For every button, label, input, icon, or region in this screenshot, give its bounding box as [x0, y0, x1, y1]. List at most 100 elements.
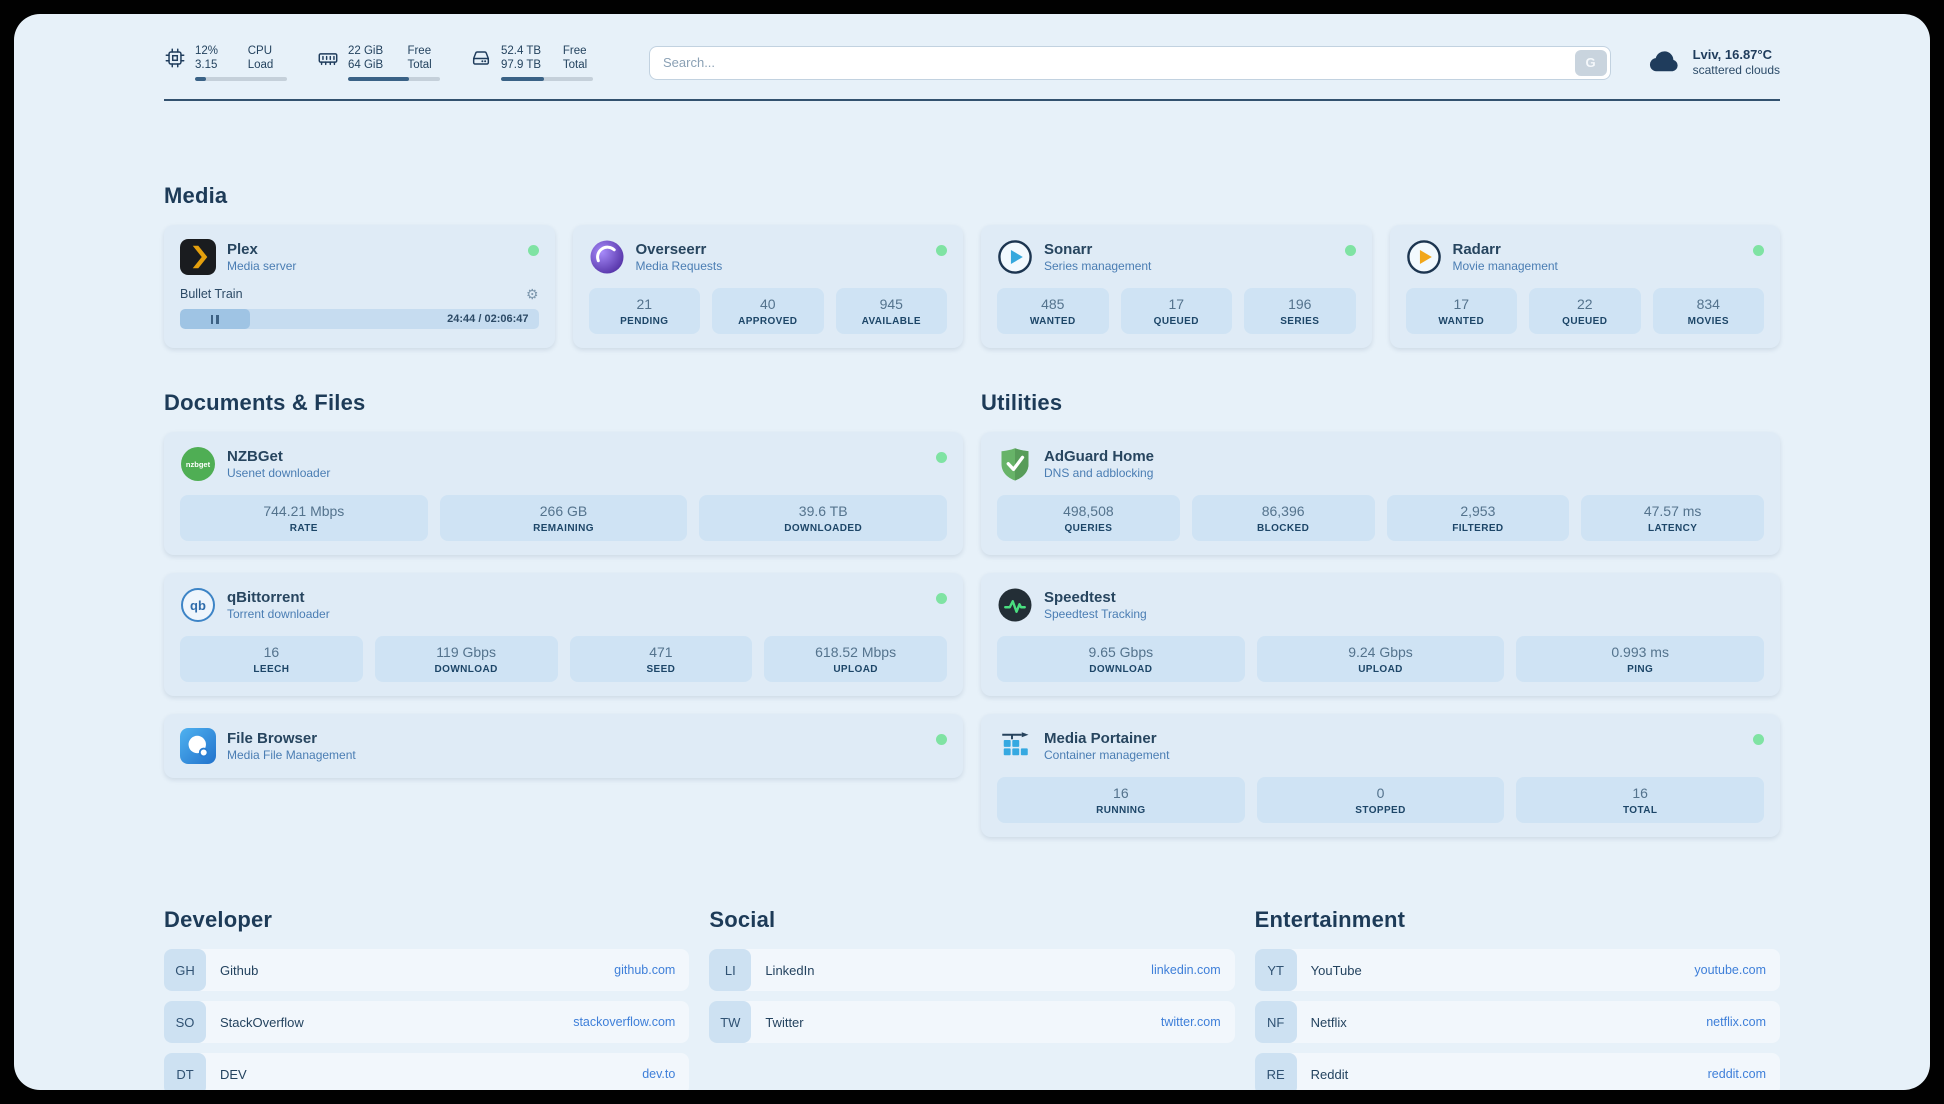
stat-tile: 40 APPROVED — [712, 288, 824, 334]
disk-free-label: Free — [562, 45, 587, 57]
bookmark-link[interactable]: reddit.com — [1707, 1067, 1766, 1081]
stat-value: 834 — [1696, 296, 1720, 312]
stat-value: 618.52 Mbps — [815, 644, 897, 660]
service-name[interactable]: Sonarr — [1044, 241, 1093, 258]
stat-tile: 618.52 Mbps UPLOAD — [764, 636, 947, 682]
social-bookmarks: LI LinkedIn linkedin.com TW Twitter twit… — [709, 949, 1235, 1053]
stat-value: 0.993 ms — [1611, 644, 1669, 660]
stat-tile: 16 TOTAL — [1516, 777, 1765, 823]
stat-value: 119 Gbps — [436, 644, 496, 660]
entertainment-bookmarks: YT YouTube youtube.com NF Netflix netfli… — [1254, 949, 1780, 1090]
search-provider-button[interactable]: G — [1574, 49, 1607, 76]
service-card-filebrowser[interactable]: File Browser Media File Management — [164, 714, 963, 778]
playback-progress-bar[interactable]: 24:44 / 02:06:47 — [180, 309, 539, 329]
service-name[interactable]: Plex — [227, 241, 258, 258]
service-name[interactable]: Radarr — [1452, 241, 1501, 258]
stats-row: 16 RUNNING 0 STOPPED 16 TOTAL — [997, 777, 1765, 823]
stat-tile: 744.21 Mbps RATE — [180, 495, 428, 541]
search-input[interactable] — [649, 45, 1611, 80]
stat-label: UPLOAD — [833, 664, 878, 675]
card-header: Speedtest Speedtest Tracking — [997, 587, 1764, 623]
service-name[interactable]: Overseerr — [635, 241, 707, 258]
two-column-area: nzbget NZBGet Usenet downloader 744.21 M… — [164, 432, 1780, 837]
bookmark-stackoverflow[interactable]: SO StackOverflow stackoverflow.com — [164, 1001, 690, 1043]
service-subtitle: Torrent downloader — [227, 607, 330, 621]
card-header: Plex Media server — [180, 239, 539, 275]
bookmark-link[interactable]: netflix.com — [1706, 1015, 1766, 1029]
playback-progress-fill — [180, 309, 250, 329]
card-header: Sonarr Series management — [997, 239, 1356, 275]
bookmark-link[interactable]: github.com — [614, 963, 676, 977]
bookmark-youtube[interactable]: YT YouTube youtube.com — [1254, 949, 1780, 991]
bookmark-link[interactable]: linkedin.com — [1151, 963, 1221, 977]
stat-value: 9.65 Gbps — [1088, 644, 1154, 660]
service-subtitle: Movie management — [1452, 259, 1558, 273]
service-card-speedtest[interactable]: Speedtest Speedtest Tracking 9.65 Gbps D… — [981, 573, 1780, 696]
disk-progress-fill — [501, 77, 545, 81]
bookmark-abbr: GH — [164, 949, 206, 991]
bookmark-github[interactable]: GH Github github.com — [164, 949, 690, 991]
bookmark-dev[interactable]: DT DEV dev.to — [164, 1053, 690, 1090]
search: G — [649, 45, 1611, 80]
disk-total-value: 97.9 TB — [501, 59, 542, 71]
bookmark-link[interactable]: dev.to — [642, 1067, 676, 1081]
topbar: 12% CPU 3.15 Load 22 GiB Free 64 G — [164, 44, 1780, 81]
service-card-radarr[interactable]: Radarr Movie management 17 WANTED 22 QUE… — [1389, 225, 1780, 348]
bookmark-link[interactable]: stackoverflow.com — [573, 1015, 676, 1029]
disk-progress-bar — [501, 77, 593, 81]
card-header: Radarr Movie management — [1406, 239, 1764, 275]
nzbget-icon: nzbget — [180, 446, 216, 482]
stat-tile: 834 MOVIES — [1652, 288, 1764, 334]
stat-tile: 17 WANTED — [1405, 288, 1517, 334]
service-name[interactable]: Speedtest — [1044, 589, 1116, 606]
bookmark-name: Twitter — [765, 1014, 804, 1030]
stat-value: 86,396 — [1261, 503, 1305, 519]
service-name[interactable]: qBittorrent — [227, 589, 305, 606]
stat-label: QUERIES — [1064, 523, 1113, 534]
bookmark-linkedin[interactable]: LI LinkedIn linkedin.com — [709, 949, 1235, 991]
service-card-overseerr[interactable]: Overseerr Media Requests 21 PENDING 40 A… — [572, 225, 963, 348]
portainer-icon — [997, 728, 1033, 764]
service-card-adguard[interactable]: AdGuard Home DNS and adblocking 498,508 … — [981, 432, 1780, 555]
service-card-nzbget[interactable]: nzbget NZBGet Usenet downloader 744.21 M… — [164, 432, 963, 555]
bookmark-reddit[interactable]: RE Reddit reddit.com — [1254, 1053, 1780, 1090]
stat-value: 22 — [1576, 296, 1593, 312]
bookmark-link[interactable]: twitter.com — [1160, 1015, 1221, 1029]
stat-value: 47.57 ms — [1643, 503, 1702, 519]
stats-row: 9.65 Gbps DOWNLOAD 9.24 Gbps UPLOAD 0.99… — [997, 636, 1765, 682]
status-dot — [1344, 245, 1356, 256]
weather-condition: scattered clouds — [1692, 63, 1780, 77]
bookmark-name: LinkedIn — [765, 962, 815, 978]
qbittorrent-icon: qb — [180, 587, 216, 623]
service-name[interactable]: Media Portainer — [1044, 730, 1157, 747]
service-name[interactable]: File Browser — [227, 730, 318, 747]
stat-value: 2,953 — [1460, 503, 1496, 519]
bookmark-link[interactable]: youtube.com — [1694, 963, 1766, 977]
bookmark-abbr: DT — [164, 1053, 206, 1090]
bookmark-twitter[interactable]: TW Twitter twitter.com — [709, 1001, 1235, 1043]
card-header: qb qBittorrent Torrent downloader — [180, 587, 947, 623]
ram-total-label: Total — [407, 59, 432, 71]
service-card-qbittorrent[interactable]: qb qBittorrent Torrent downloader 16 LEE… — [164, 573, 963, 696]
service-card-sonarr[interactable]: Sonarr Series management 485 WANTED 17 Q… — [981, 225, 1372, 348]
bookmark-name: StackOverflow — [220, 1014, 304, 1030]
stat-value: 17 — [1168, 296, 1185, 312]
service-name[interactable]: NZBGet — [227, 448, 283, 465]
bookmark-abbr: SO — [164, 1001, 206, 1043]
stat-label: SERIES — [1280, 316, 1320, 327]
status-dot — [936, 593, 947, 604]
service-name[interactable]: AdGuard Home — [1044, 448, 1155, 465]
bookmark-abbr: YT — [1254, 949, 1297, 991]
pause-icon[interactable] — [210, 314, 219, 324]
cpu-load-value: 3.15 — [195, 59, 218, 71]
overseerr-icon — [589, 239, 625, 275]
stat-label: WANTED — [1438, 316, 1485, 327]
stat-label: QUEUED — [1562, 316, 1608, 327]
gear-icon[interactable]: ⚙ — [525, 286, 539, 302]
stat-tile: 16 LEECH — [180, 636, 363, 682]
stat-value: 471 — [649, 644, 673, 660]
service-card-plex[interactable]: Plex Media server Bullet Train ⚙ 24:44 /… — [164, 225, 555, 348]
stat-value: 744.21 Mbps — [263, 503, 345, 519]
bookmark-netflix[interactable]: NF Netflix netflix.com — [1254, 1001, 1780, 1043]
service-card-portainer[interactable]: Media Portainer Container management 16 … — [981, 714, 1780, 837]
